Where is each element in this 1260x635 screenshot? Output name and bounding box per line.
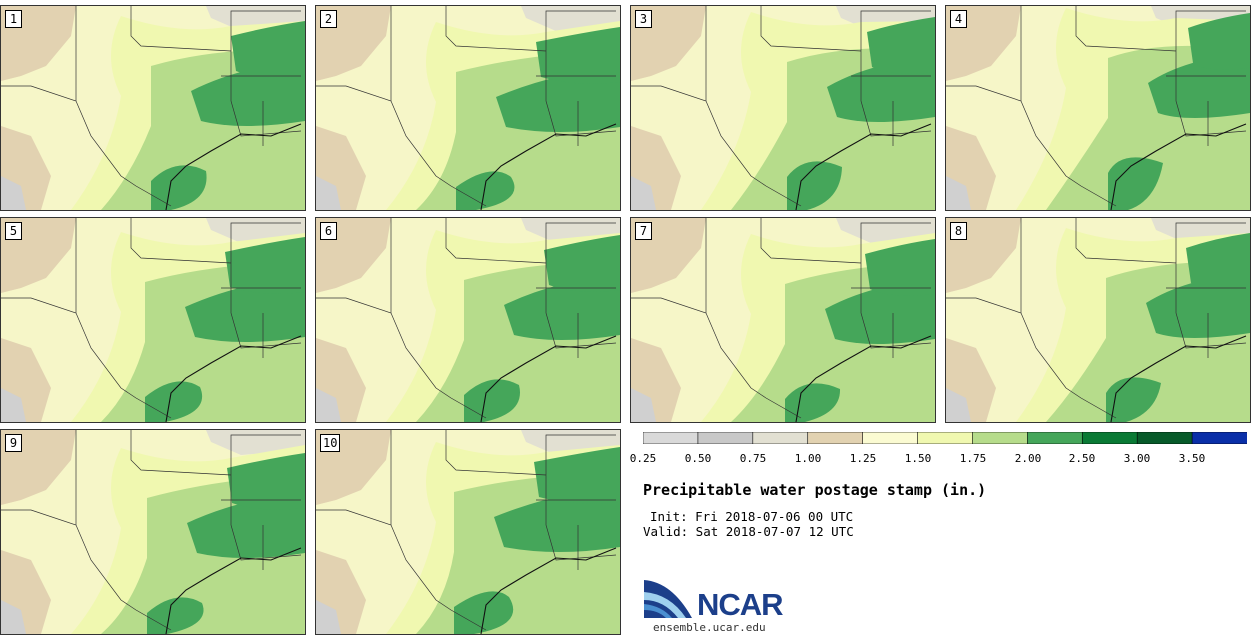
init-time: Init: Fri 2018-07-06 00 UTC	[650, 509, 854, 524]
colorbar-tick-label: 1.75	[959, 452, 987, 465]
colorbar-tick-label: 0.50	[684, 452, 712, 465]
precip-water-map	[316, 430, 620, 634]
member-number: 3	[635, 10, 652, 28]
precip-water-map	[946, 6, 1250, 210]
stamp-member-4: 4	[945, 5, 1251, 211]
member-number: 6	[320, 222, 337, 240]
member-number: 8	[950, 222, 967, 240]
colorbar-tick-label: 2.50	[1068, 452, 1096, 465]
colorbar-segment	[1081, 432, 1138, 444]
colorbar-tick-label: 3.00	[1123, 452, 1151, 465]
colorbar-tick-label: 1.00	[794, 452, 822, 465]
website-url: ensemble.ucar.edu	[653, 621, 766, 634]
colorbar-segment	[752, 432, 809, 444]
stamp-member-7: 7	[630, 217, 936, 423]
precip-water-map	[1, 430, 305, 634]
member-number: 10	[320, 434, 341, 452]
member-number: 7	[635, 222, 652, 240]
stamp-member-9: 9	[0, 429, 306, 635]
colorbar-tick-label: 1.50	[904, 452, 932, 465]
colorbar-segment	[1027, 432, 1084, 444]
colorbar-tick-labels: 0.25 0.50 0.75 1.00 1.25 1.50 1.75 2.00 2.50 3.00…	[630, 452, 1250, 466]
member-number: 2	[320, 10, 337, 28]
colorbar-tick-label: 0.25	[629, 452, 657, 465]
stamp-member-2: 2	[315, 5, 621, 211]
stamp-member-3: 3	[630, 5, 936, 211]
colorbar-segment	[697, 432, 754, 444]
ncar-logo-text: NCAR	[697, 587, 784, 622]
member-number: 4	[950, 10, 967, 28]
ncar-logo-icon	[644, 580, 692, 618]
colorbar-segment	[972, 432, 1029, 444]
colorbar-tick-label: 0.75	[739, 452, 767, 465]
precip-water-map	[631, 6, 935, 210]
stamp-member-8: 8	[945, 217, 1251, 423]
colorbar-segment	[862, 432, 919, 444]
colorbar-segment	[1191, 432, 1247, 444]
colorbar	[643, 432, 1247, 444]
precip-water-map	[631, 218, 935, 422]
stamp-member-1: 1	[0, 5, 306, 211]
member-number: 9	[5, 434, 22, 452]
precip-water-map	[946, 218, 1250, 422]
precip-water-map	[1, 6, 305, 210]
stamp-member-10: 10	[315, 429, 621, 635]
precip-water-map	[316, 6, 620, 210]
member-number: 5	[5, 222, 22, 240]
colorbar-tick-label: 1.25	[849, 452, 877, 465]
stamp-member-5: 5	[0, 217, 306, 423]
stamp-member-6: 6	[315, 217, 621, 423]
colorbar-segment	[1136, 432, 1193, 444]
precip-water-map	[316, 218, 620, 422]
precip-water-map	[1, 218, 305, 422]
colorbar-segment	[917, 432, 974, 444]
map-title: Precipitable water postage stamp (in.)	[643, 481, 987, 499]
colorbar-segment	[643, 432, 699, 444]
colorbar-tick-label: 2.00	[1014, 452, 1042, 465]
colorbar-tick-label: 3.50	[1178, 452, 1206, 465]
valid-time: Valid: Sat 2018-07-07 12 UTC	[643, 524, 854, 539]
member-number: 1	[5, 10, 22, 28]
colorbar-segment	[807, 432, 864, 444]
